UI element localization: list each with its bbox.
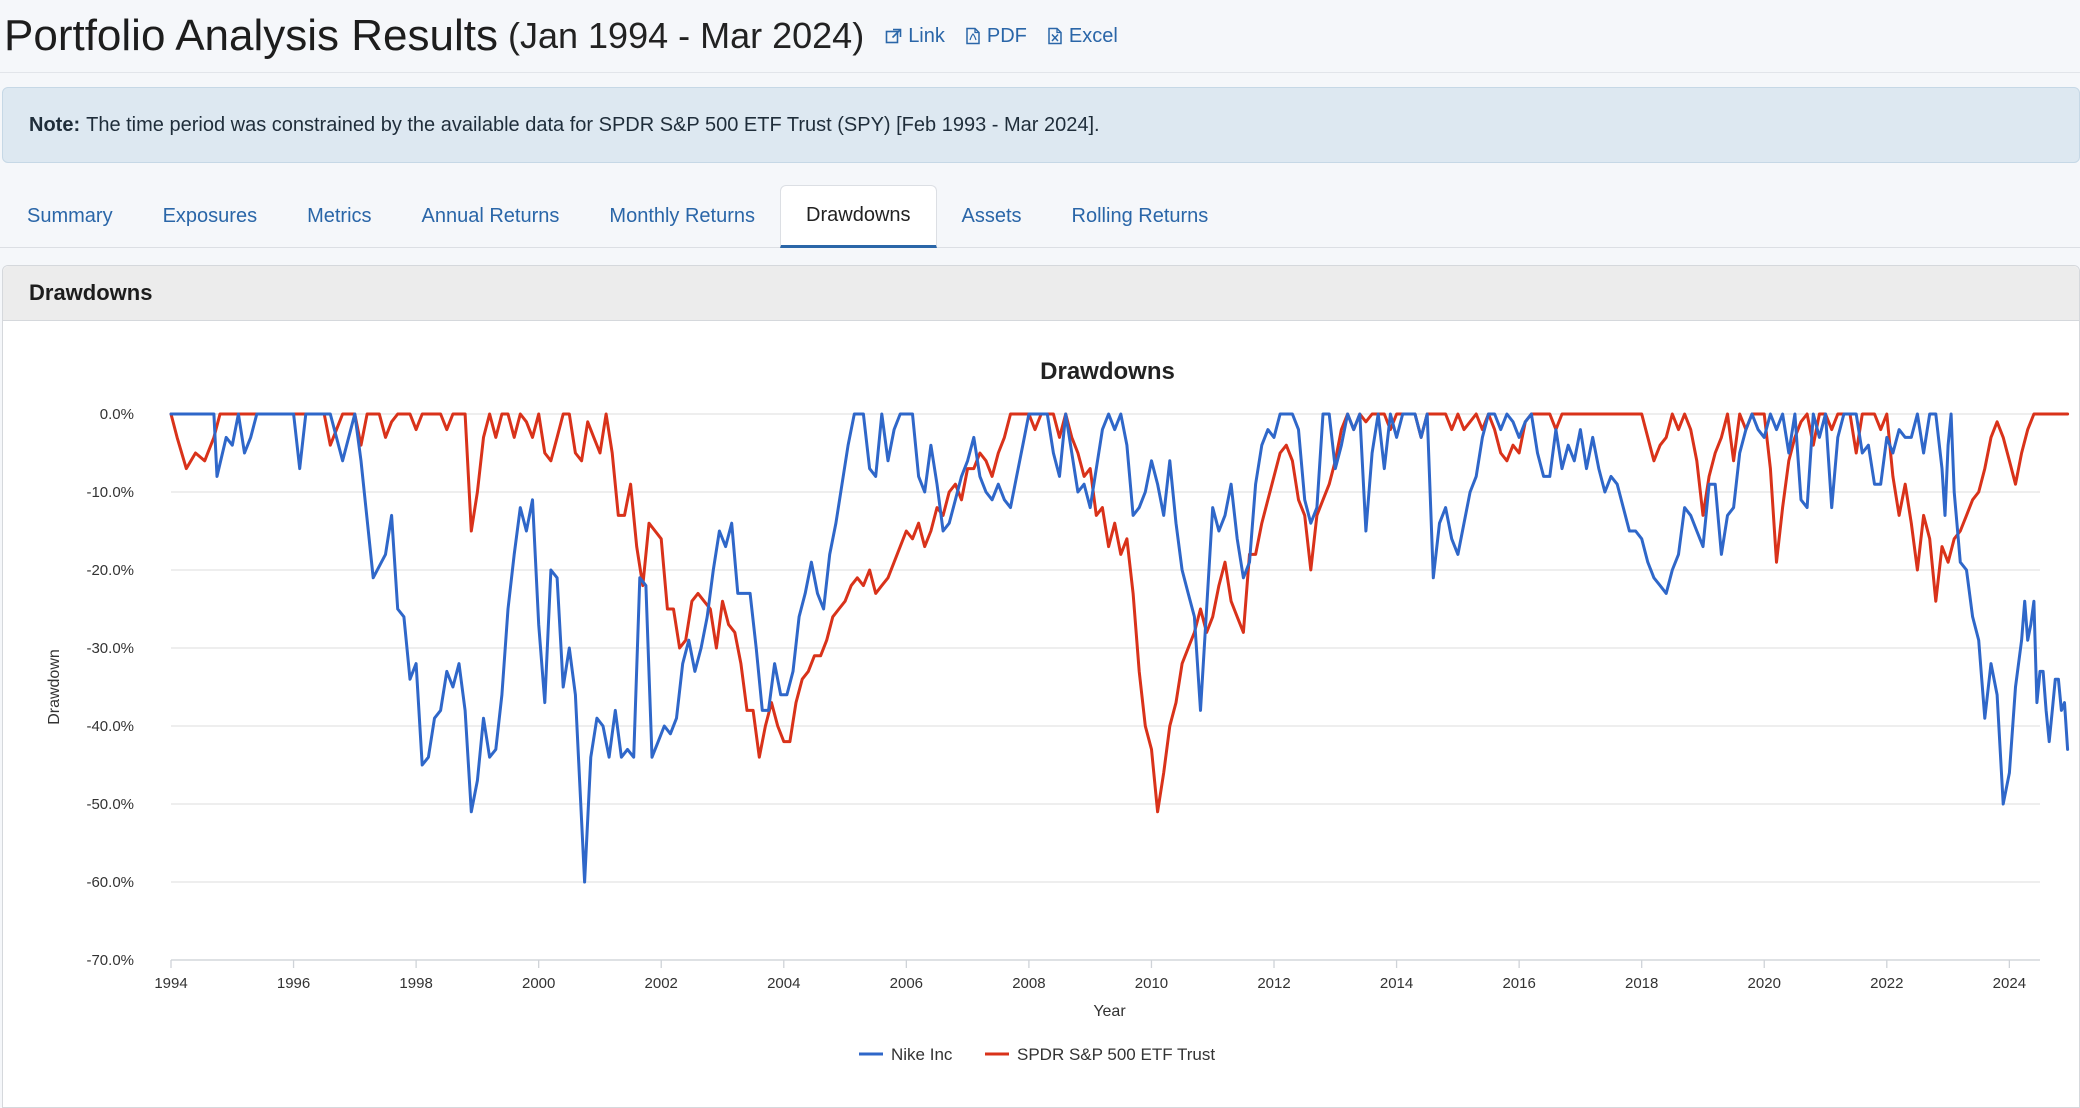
tab-annual-returns[interactable]: Annual Returns — [421, 204, 560, 227]
y-tick-label: -40.0% — [86, 718, 134, 735]
excel-file-icon — [1048, 27, 1062, 45]
y-axis-label: Drawdown — [46, 649, 63, 725]
link-label: Link — [908, 24, 945, 47]
excel-label: Excel — [1068, 24, 1118, 47]
x-tick-label: 2020 — [1748, 975, 1781, 992]
x-tick-label: 1994 — [154, 975, 187, 992]
panel-title: Drawdowns — [3, 266, 2079, 321]
drawdowns-panel: Drawdowns Drawdowns 0.0% -10.0% -20.0% -30.0… — [2, 265, 2080, 1108]
tab-drawdowns[interactable]: Drawdowns — [780, 185, 937, 248]
pdf-button[interactable]: PDF — [963, 25, 1027, 48]
note-label: Note: — [29, 113, 81, 136]
chart-title: Drawdowns — [1040, 358, 1175, 385]
y-tick-label: -60.0% — [86, 874, 134, 891]
excel-button[interactable]: Excel — [1045, 25, 1118, 48]
drawdowns-chart: Drawdowns 0.0% -10.0% -20.0% -30.0% -40.0% -50… — [46, 358, 2070, 1064]
x-tick-label: 2004 — [767, 975, 800, 992]
page-title: Portfolio Analysis Results — [4, 11, 498, 60]
x-tick-label: 2018 — [1625, 975, 1658, 992]
x-tick-label: 1998 — [399, 975, 432, 992]
y-tick-label: 0.0% — [100, 406, 134, 423]
y-tick-label: -30.0% — [86, 640, 134, 657]
legend-label-nike: Nike Inc — [891, 1045, 953, 1064]
external-link-icon — [885, 28, 902, 44]
tab-bar: Summary Exposures Metrics Annual Returns… — [0, 185, 2080, 248]
x-tick-label: 2022 — [1870, 975, 1903, 992]
link-button[interactable]: Link — [884, 25, 945, 48]
legend-label-spy: SPDR S&P 500 ETF Trust — [1017, 1045, 1215, 1064]
tab-exposures[interactable]: Exposures — [162, 204, 258, 227]
series-line-spy — [169, 412, 2070, 814]
x-tick-label: 2010 — [1135, 975, 1168, 992]
note-banner: Note: The time period was constrained by… — [2, 87, 2080, 163]
tab-summary[interactable]: Summary — [27, 204, 113, 227]
pdf-label: PDF — [986, 24, 1027, 47]
tab-monthly-returns[interactable]: Monthly Returns — [609, 204, 756, 227]
y-tick-label: -70.0% — [86, 952, 134, 969]
x-tick-label: 2014 — [1380, 975, 1413, 992]
x-tick-label: 2008 — [1012, 975, 1045, 992]
page-header: Portfolio Analysis Results (Jan 1994 - M… — [0, 0, 2080, 73]
note-text: The time period was constrained by the a… — [86, 113, 1100, 136]
tab-metrics[interactable]: Metrics — [307, 204, 372, 227]
x-tick-label: 2012 — [1257, 975, 1290, 992]
x-tick-label: 2016 — [1502, 975, 1535, 992]
x-tick-label: 2000 — [522, 975, 555, 992]
tab-assets[interactable]: Assets — [961, 204, 1022, 227]
y-tick-label: -50.0% — [86, 796, 134, 813]
pdf-file-icon — [966, 27, 980, 45]
x-axis-label: Year — [1093, 1003, 1126, 1020]
y-tick-label: -10.0% — [86, 484, 134, 501]
x-tick-label: 2006 — [890, 975, 923, 992]
x-tick-label: 1996 — [277, 975, 310, 992]
page-period: (Jan 1994 - Mar 2024) — [508, 15, 865, 56]
y-tick-label: -20.0% — [86, 562, 134, 579]
x-tick-label: 2002 — [645, 975, 678, 992]
tab-rolling-returns[interactable]: Rolling Returns — [1071, 204, 1209, 227]
x-tick-label: 2024 — [1993, 975, 2026, 992]
series-line-nike — [169, 412, 2070, 884]
